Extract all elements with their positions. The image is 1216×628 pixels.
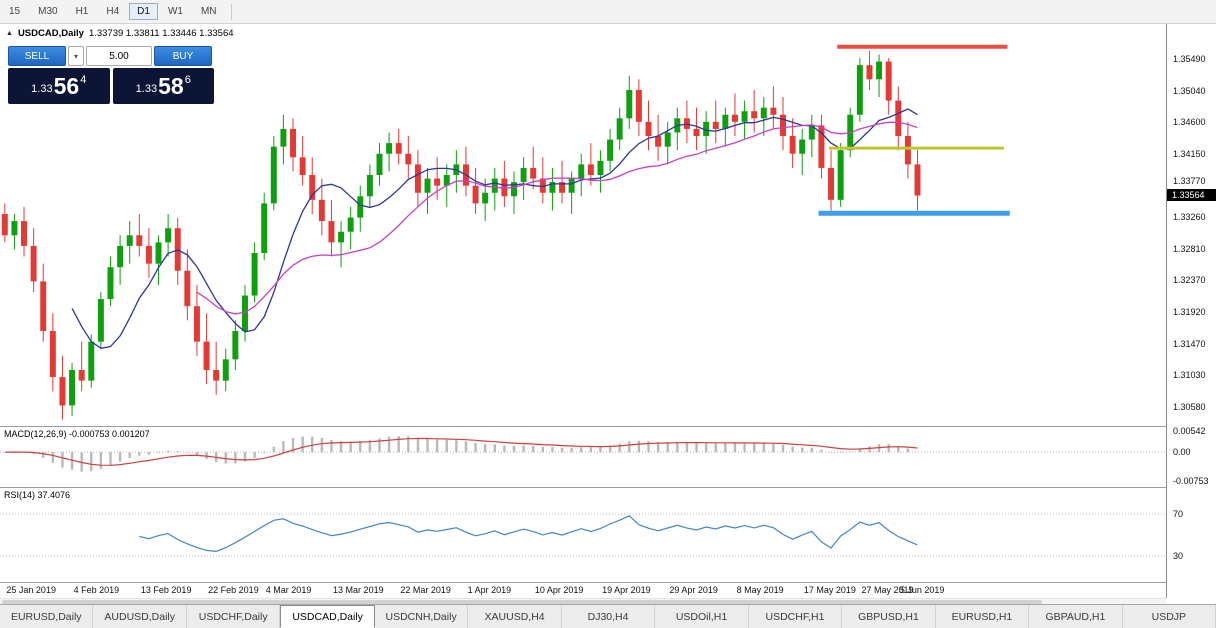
time-axis[interactable]: 25 Jan 2019 4 Feb 2019 13 Feb 2019 22 Feb 2…	[0, 583, 1166, 598]
macd-axis-label: 0.00542	[1173, 426, 1206, 437]
candlestick-chart[interactable]	[0, 24, 1166, 426]
timeframe-button-h4[interactable]: H4	[106, 6, 120, 17]
date-tick-label: 29 Apr 2019	[669, 585, 718, 595]
macd-pane[interactable]: MACD(12,26,9) -0.000753 0.001207	[0, 427, 1166, 487]
price-axis[interactable]: 1.33564 1.35490 1.35040 1.34600 1.34150 1.33…	[1166, 24, 1216, 598]
date-tick-label: 13 Feb 2019	[140, 585, 192, 595]
rsi-indicator-label: RSI(14) 37.4076	[4, 490, 71, 500]
date-tick-label: 25 Jan 2019	[6, 585, 56, 595]
sell-button[interactable]: SELL	[8, 46, 66, 66]
date-tick-label: 1 Apr 2019	[467, 585, 512, 595]
buy-price-display[interactable]: 1.33 58 6	[112, 68, 214, 104]
symbol-tab-gbpaud-h1[interactable]: GBPAUD,H1	[1029, 605, 1123, 628]
pane-divider[interactable]	[0, 426, 1166, 427]
timeframe-button-w1[interactable]: W1	[167, 6, 183, 17]
sell-price-pips: 56	[53, 73, 80, 99]
chart-symbol-label: USDCAD,Daily	[17, 28, 84, 39]
price-axis-label: 1.35040	[1173, 85, 1206, 96]
price-axis-label: 1.34150	[1173, 148, 1206, 159]
price-axis-label: 1.32370	[1173, 274, 1206, 285]
date-tick-label: 10 Apr 2019	[534, 585, 584, 595]
buy-price-pips: 58	[158, 73, 184, 99]
sell-price-base: 1.33	[31, 83, 53, 95]
buy-button[interactable]: BUY	[154, 46, 212, 66]
symbol-tab-usdcnh-daily[interactable]: USDCNH,Daily	[374, 605, 469, 628]
scrollbar-thumb[interactable]	[2, 600, 1042, 604]
macd-axis-label: -0.00753	[1173, 476, 1209, 487]
sell-price-display[interactable]: 1.33 56 4	[8, 68, 110, 104]
rsi-axis-label: 30	[1173, 550, 1184, 561]
volume-dropdown-button[interactable]: ▾	[68, 46, 84, 66]
price-axis-label: 1.31470	[1173, 338, 1206, 349]
rsi-chart	[0, 513, 1166, 557]
date-tick-label: 13 Mar 2019	[333, 585, 384, 595]
price-axis-label: 1.32810	[1173, 243, 1206, 254]
symbol-tab-xauusd-h4[interactable]: XAUUSD,H4	[468, 605, 562, 628]
buy-price-pipette: 6	[184, 74, 191, 86]
pane-divider[interactable]	[0, 487, 1166, 488]
chevron-down-icon: ▾	[73, 51, 78, 61]
price-pane[interactable]: ▲ USDCAD,Daily 1.33739 1.33811 1.33446 1…	[0, 24, 1166, 426]
toolbar-separator	[230, 3, 232, 20]
symbol-tab-usdjp[interactable]: USDJP	[1122, 605, 1216, 628]
price-axis-label: 1.33770	[1173, 175, 1206, 186]
volume-input[interactable]: 5.00	[86, 46, 152, 66]
macd-axis-label: 0.00	[1173, 447, 1191, 458]
symbol-tab-dj30-h4[interactable]: DJ30,H4	[561, 605, 656, 628]
sell-price-pipette: 4	[80, 74, 87, 86]
chart-ohlc-values: 1.33739 1.33811 1.33446 1.33564	[88, 28, 234, 39]
symbol-tab-usdcad-daily[interactable]: USDCAD,Daily	[280, 605, 375, 628]
timeframe-button-d1[interactable]: D1	[129, 3, 158, 20]
rsi-axis-label: 70	[1173, 509, 1184, 520]
current-price-tag: 1.33564	[1167, 189, 1216, 202]
timeframe-button-h1[interactable]: H1	[75, 6, 89, 17]
date-tick-label: 4 Mar 2019	[265, 585, 312, 595]
chart-title: ▲ USDCAD,Daily 1.33739 1.33811 1.33446 1…	[6, 28, 234, 39]
chart-expand-icon[interactable]: ▲	[6, 30, 13, 37]
timeframe-button-m30[interactable]: M30	[38, 6, 58, 17]
chart-tab-bar: EURUSD,Daily AUDUSD,Daily USDCHF,Daily USDC…	[0, 604, 1216, 628]
timeframe-button-15[interactable]: 15	[9, 6, 21, 17]
buy-price-base: 1.33	[135, 83, 158, 95]
price-axis-label: 1.31920	[1173, 306, 1206, 317]
symbol-tab-eurusd-daily[interactable]: EURUSD,Daily	[0, 605, 94, 628]
symbol-tab-audusd-daily[interactable]: AUDUSD,Daily	[93, 605, 187, 628]
chart-window: ▲ USDCAD,Daily 1.33739 1.33811 1.33446 1…	[0, 24, 1216, 604]
timeframe-toolbar: 15 M30 H1 H4 D1 W1 MN	[0, 0, 1216, 24]
symbol-tab-usdoil-h1[interactable]: USDOil,H1	[655, 605, 749, 628]
date-tick-label: 17 May 2019	[803, 585, 856, 595]
macd-chart	[0, 436, 1166, 472]
date-tick-label: 22 Mar 2019	[400, 585, 451, 595]
symbol-tab-usdchf-h1[interactable]: USDCHF,H1	[748, 605, 843, 628]
date-tick-label: 19 Apr 2019	[602, 585, 651, 595]
price-axis-label: 1.34600	[1173, 116, 1206, 127]
timeframe-button-mn[interactable]: MN	[200, 6, 217, 17]
one-click-trading-panel: SELL ▾ 5.00 BUY 1.33 56 4 1.33 58 6	[8, 46, 214, 104]
price-axis-label: 1.31030	[1173, 369, 1206, 380]
price-axis-label: 1.35490	[1173, 53, 1206, 64]
date-tick-label: 27 May 2019	[861, 585, 914, 595]
symbol-tab-eurusd-h1[interactable]: EURUSD,H1	[935, 605, 1030, 628]
pane-divider	[0, 582, 1166, 583]
symbol-tab-gbpusd-h1[interactable]: GBPUSD,H1	[842, 605, 936, 628]
price-axis-label: 1.30580	[1173, 401, 1206, 412]
horizontal-scrollbar[interactable]	[0, 598, 1166, 604]
date-tick-label: 22 Feb 2019	[208, 585, 259, 595]
date-tick-label: 5 Jun 2019	[899, 585, 945, 595]
price-axis-label: 1.33260	[1173, 211, 1206, 222]
symbol-tab-usdchf-daily[interactable]: USDCHF,Daily	[186, 605, 281, 628]
rsi-pane[interactable]: RSI(14) 37.4076	[0, 488, 1166, 582]
date-tick-label: 4 Feb 2019	[73, 585, 120, 595]
date-tick-label: 8 May 2019	[736, 585, 784, 595]
macd-indicator-label: MACD(12,26,9) -0.000753 0.001207	[4, 429, 150, 439]
